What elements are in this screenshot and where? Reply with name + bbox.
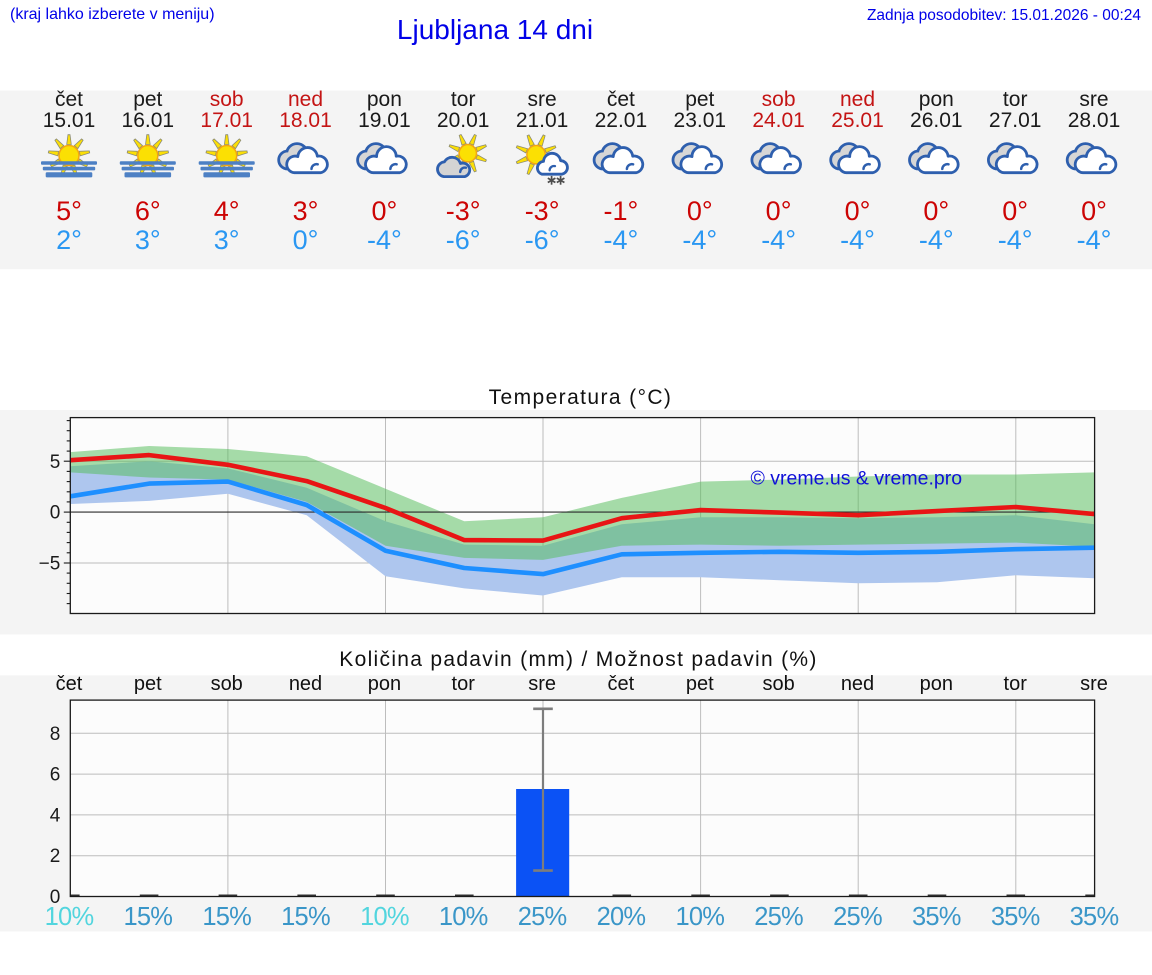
svg-text:© vreme.us & vreme.pro: © vreme.us & vreme.pro — [751, 468, 963, 490]
svg-text:2: 2 — [50, 846, 61, 867]
svg-text:0: 0 — [50, 503, 61, 524]
svg-text:5: 5 — [50, 452, 61, 473]
svg-text:4: 4 — [50, 805, 61, 826]
svg-text:6: 6 — [50, 765, 61, 786]
svg-text:8: 8 — [50, 724, 61, 745]
svg-text:0: 0 — [50, 887, 61, 908]
svg-text:−5: −5 — [39, 554, 61, 575]
